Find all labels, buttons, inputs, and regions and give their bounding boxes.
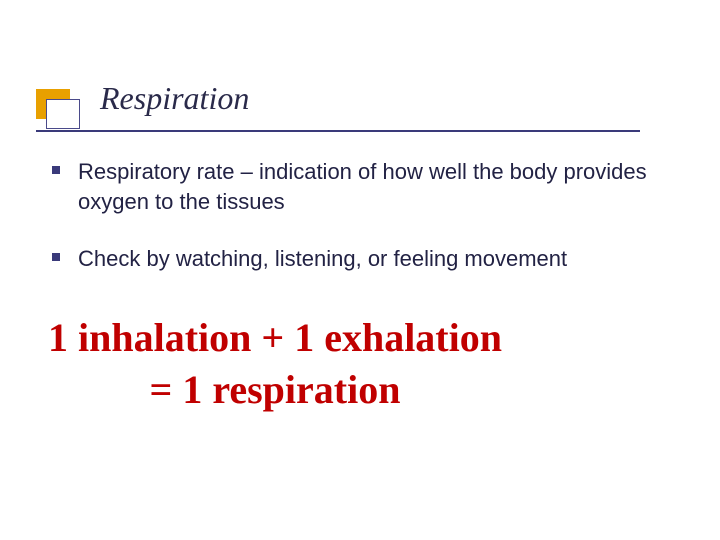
bullet-list: Respiratory rate – indication of how wel… [52, 157, 672, 302]
bullet-marker-icon [52, 166, 60, 174]
bullet-item: Respiratory rate – indication of how wel… [52, 157, 672, 216]
bullet-text: Check by watching, listening, or feeling… [78, 244, 567, 274]
title-underline [36, 130, 640, 132]
slide-title: Respiration [100, 80, 249, 117]
equation-line-2: = 1 respiration [0, 364, 720, 416]
equation-line-1: 1 inhalation + 1 exhalation [0, 312, 720, 364]
bullet-item: Check by watching, listening, or feeling… [52, 244, 672, 274]
bullet-text: Respiratory rate – indication of how wel… [78, 157, 672, 216]
equation-block: 1 inhalation + 1 exhalation = 1 respirat… [0, 312, 720, 416]
bullet-marker-icon [52, 253, 60, 261]
title-border-box [46, 99, 80, 129]
